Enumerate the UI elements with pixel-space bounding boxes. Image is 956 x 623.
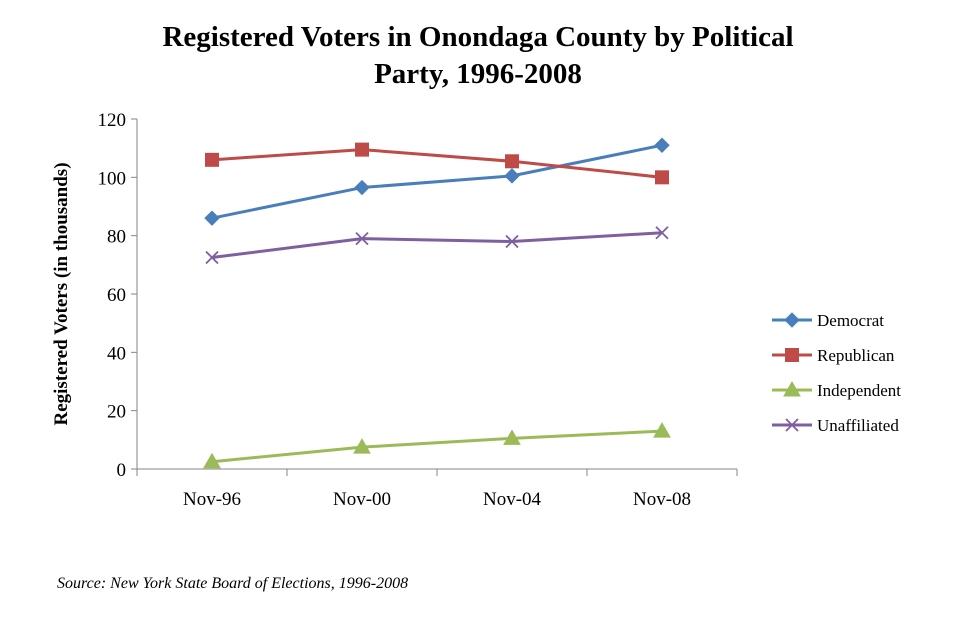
legend-marker-independent	[783, 380, 801, 397]
data-point-republican	[655, 170, 669, 185]
chart-title-line2: Party, 1996-2008	[374, 58, 582, 90]
legend: Democrat Republican Independent Unaffiliate…	[772, 311, 901, 435]
source-note: Source: New York State Board of Election…	[57, 575, 408, 592]
series-line-democrat	[211, 143, 663, 220]
series-line-republican	[211, 148, 663, 179]
x-tick-label: Nov-04	[483, 489, 542, 510]
y-tick-label: 100	[98, 168, 127, 189]
y-axis-label: Registered Voters (in thousands)	[51, 162, 72, 425]
data-point-democrat	[654, 137, 670, 153]
data-point-independent	[503, 429, 521, 445]
x-tick-label: Nov-00	[333, 489, 391, 510]
data-point-democrat	[354, 179, 370, 196]
data-point-independent	[203, 452, 221, 469]
data-point-unaffiliated	[505, 234, 519, 249]
legend-label-republican: Republican	[817, 346, 895, 365]
legend-label-unaffiliated: Unaffiliated	[817, 416, 899, 435]
data-point-unaffiliated	[655, 226, 669, 240]
legend-label-democrat: Democrat	[817, 311, 884, 330]
x-tick-label: Nov-96	[183, 489, 241, 510]
data-point-democrat	[504, 168, 520, 184]
series-line-unaffiliated	[211, 231, 663, 260]
data-point-unaffiliated	[205, 250, 219, 265]
y-tick-label: 120	[98, 110, 127, 131]
data-point-unaffiliated	[355, 231, 369, 246]
data-point-republican	[355, 142, 369, 157]
legend-marker-republican	[785, 348, 799, 362]
series-line-independent	[211, 429, 663, 464]
y-tick-label: 0	[117, 460, 127, 481]
legend-marker-unaffiliated	[785, 418, 799, 432]
data-point-democrat	[204, 210, 220, 226]
axes: 0 20 40 60 80 100 120 Nov-96 Nov-00 Nov-04 Nov-08	[98, 110, 738, 510]
plot-area	[203, 137, 671, 469]
data-point-republican	[505, 154, 519, 169]
legend-label-independent: Independent	[817, 381, 901, 400]
data-point-republican	[205, 152, 219, 167]
legend-marker-democrat	[784, 312, 800, 328]
x-tick-label: Nov-08	[633, 489, 691, 510]
y-tick-label: 80	[107, 227, 126, 248]
data-point-independent	[353, 438, 371, 454]
chart-title-line1: Registered Voters in Onondaga County by …	[162, 21, 793, 53]
data-point-independent	[653, 422, 671, 438]
y-tick-label: 40	[107, 343, 126, 364]
y-tick-label: 20	[107, 402, 126, 423]
y-tick-label: 60	[107, 285, 126, 306]
